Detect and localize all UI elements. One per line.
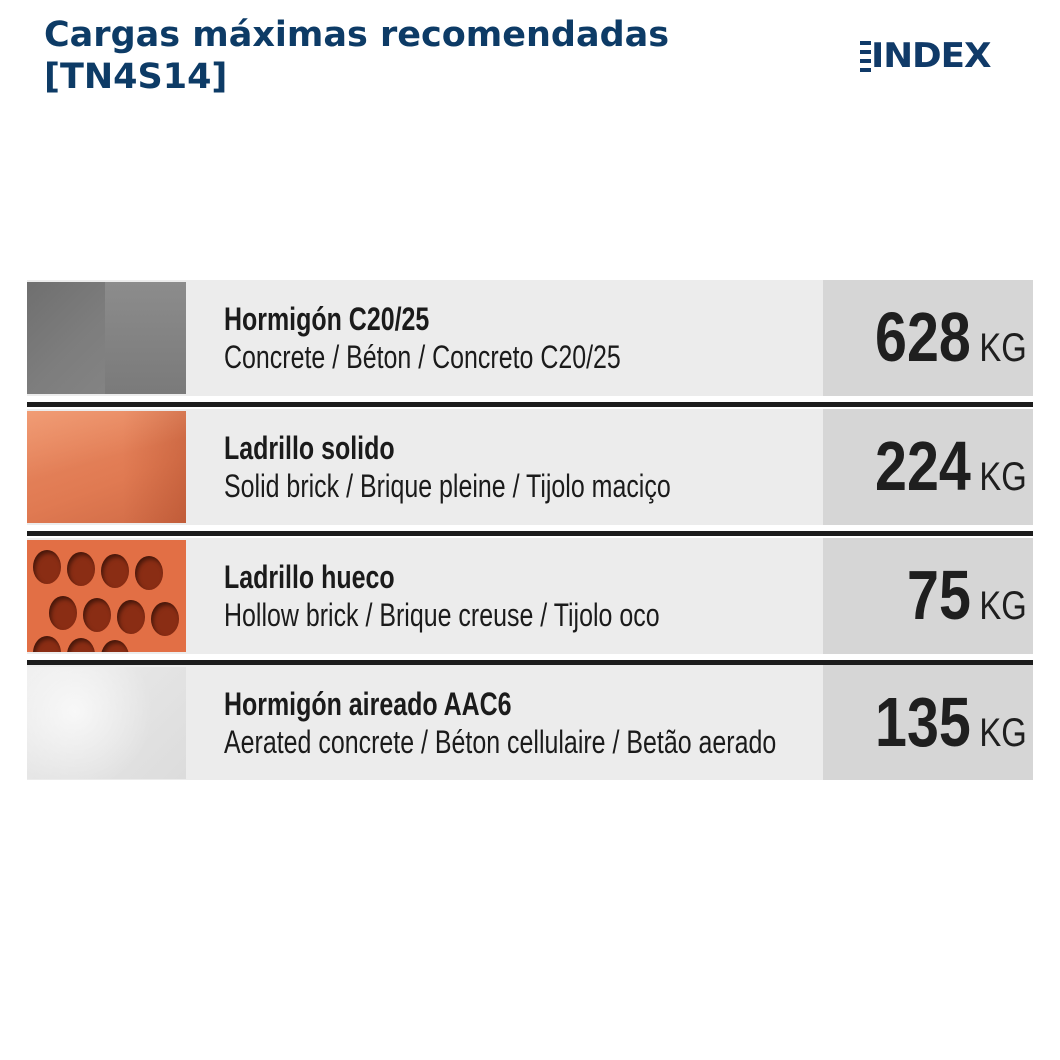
table-row-concrete: Hormigón C20/25 Concrete / Béton / Concr… — [27, 280, 1033, 396]
material-text: Hormigón aireado AAC6 Aerated concrete /… — [224, 685, 824, 761]
load-value: 75 — [907, 556, 972, 634]
table-row-aerated-concrete: Hormigón aireado AAC6 Aerated concrete /… — [27, 665, 1033, 780]
row-divider — [27, 660, 1033, 665]
load-value-cell: 135 KG — [823, 665, 1033, 780]
material-name: Ladrillo hueco — [224, 559, 395, 595]
load-value: 135 — [875, 683, 972, 761]
material-translation: Concrete / Béton / Concreto C20/25 — [224, 339, 621, 375]
material-translation: Aerated concrete / Béton cellulaire / Be… — [224, 724, 777, 760]
load-value: 224 — [875, 427, 972, 505]
logo-bars-icon — [860, 40, 871, 72]
hollow-brick-icon — [27, 540, 186, 652]
material-name: Ladrillo solido — [224, 430, 395, 466]
table-row-hollow-brick: Ladrillo hueco Hollow brick / Brique cre… — [27, 538, 1033, 654]
load-value: 628 — [875, 298, 972, 376]
row-divider — [27, 531, 1033, 536]
material-text: Ladrillo hueco Hollow brick / Brique cre… — [224, 558, 824, 634]
material-text: Hormigón C20/25 Concrete / Béton / Concr… — [224, 300, 824, 376]
aerated-concrete-icon — [27, 667, 186, 779]
concrete-block-icon — [27, 282, 186, 394]
load-value-cell: 628 KG — [823, 280, 1033, 396]
page-title-line-1: Cargas máximas recomendadas — [44, 15, 670, 55]
load-value-cell: 75 KG — [823, 538, 1033, 654]
index-logo: INDEX — [860, 38, 992, 74]
material-text: Ladrillo solido Solid brick / Brique ple… — [224, 429, 824, 505]
table-row-solid-brick: Ladrillo solido Solid brick / Brique ple… — [27, 409, 1033, 525]
material-name: Hormigón C20/25 — [224, 301, 430, 337]
logo-text: INDEX — [871, 36, 992, 76]
material-translation: Hollow brick / Brique creuse / Tijolo oc… — [224, 597, 660, 633]
material-name: Hormigón aireado AAC6 — [224, 686, 512, 722]
load-unit: KG — [979, 711, 1027, 755]
load-unit: KG — [979, 584, 1027, 628]
load-unit: KG — [979, 455, 1027, 499]
load-value-cell: 224 KG — [823, 409, 1033, 525]
solid-brick-icon — [27, 411, 186, 523]
page-title: Cargas máximas recomendadas [TN4S14] — [44, 14, 764, 98]
load-unit: KG — [979, 326, 1027, 370]
page-title-line-2: [TN4S14] — [44, 57, 228, 97]
material-translation: Solid brick / Brique pleine / Tijolo mac… — [224, 468, 671, 504]
row-divider — [27, 402, 1033, 407]
load-table: Hormigón C20/25 Concrete / Béton / Concr… — [27, 280, 1033, 780]
